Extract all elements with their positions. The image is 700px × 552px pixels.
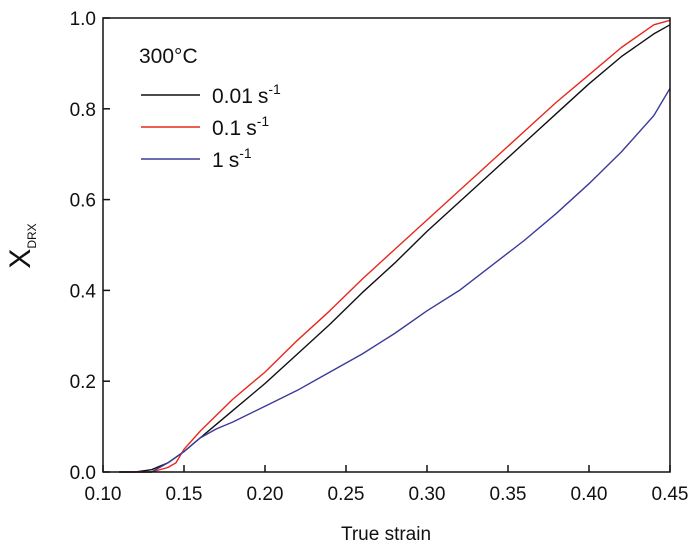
y-tick-label: 0.8 — [70, 100, 96, 121]
legend-title-value: 300 — [139, 45, 174, 68]
x-tick-label: 0.35 — [490, 484, 527, 505]
legend-label-value: 1 — [212, 149, 224, 172]
legend-label-exponent: -1 — [239, 145, 252, 161]
y-axis-title-sub: DRX — [25, 223, 39, 248]
legend-label-unit: s — [246, 117, 257, 140]
x-tick-label: 0.10 — [85, 484, 122, 505]
x-tick-label: 0.30 — [409, 484, 446, 505]
y-tick-label: 0.2 — [70, 372, 96, 393]
legend-label-value: 0.01 — [212, 85, 253, 108]
y-tick-label: 0.0 — [70, 463, 96, 484]
y-ticks: 0.0 0.2 0.4 0.6 0.8 1.0 — [70, 9, 110, 484]
legend-label-exponent: -1 — [268, 81, 281, 97]
legend-label-unit: s — [258, 85, 269, 108]
series-line-2 — [119, 88, 671, 473]
series-line-1 — [119, 19, 671, 473]
plot-frame — [102, 17, 671, 473]
legend-label: 1 s-1 — [212, 145, 252, 172]
legend-title-unit: °C — [174, 45, 198, 68]
y-tick-label: 1.0 — [70, 9, 96, 30]
x-tick-label: 0.25 — [328, 484, 365, 505]
x-axis-title: True strain — [341, 524, 431, 545]
y-axis-title-main: X — [4, 249, 37, 269]
plot-lines — [119, 19, 671, 473]
x-ticks: 0.10 0.15 0.20 0.25 0.30 0.35 0.40 0.45 — [85, 465, 689, 505]
x-tick-label: 0.45 — [652, 484, 689, 505]
legend-label: 0.1 s-1 — [212, 113, 269, 140]
legend-label-exponent: -1 — [257, 113, 270, 129]
legend: 300°C 0.01 s-10.1 s-11 s-1 — [139, 45, 281, 172]
legend-label-unit: s — [229, 149, 240, 172]
legend-entries: 0.01 s-10.1 s-11 s-1 — [141, 81, 281, 172]
series-line-0 — [119, 24, 671, 473]
x-tick-label: 0.20 — [247, 484, 284, 505]
x-tick-label: 0.40 — [571, 484, 608, 505]
legend-title: 300°C — [139, 45, 198, 68]
legend-label-value: 0.1 — [212, 117, 241, 140]
y-tick-label: 0.4 — [70, 281, 97, 302]
y-tick-label: 0.6 — [70, 191, 96, 212]
legend-label: 0.01 s-1 — [212, 81, 281, 108]
y-axis-title: XDRX — [4, 223, 39, 268]
x-tick-label: 0.15 — [166, 484, 203, 505]
